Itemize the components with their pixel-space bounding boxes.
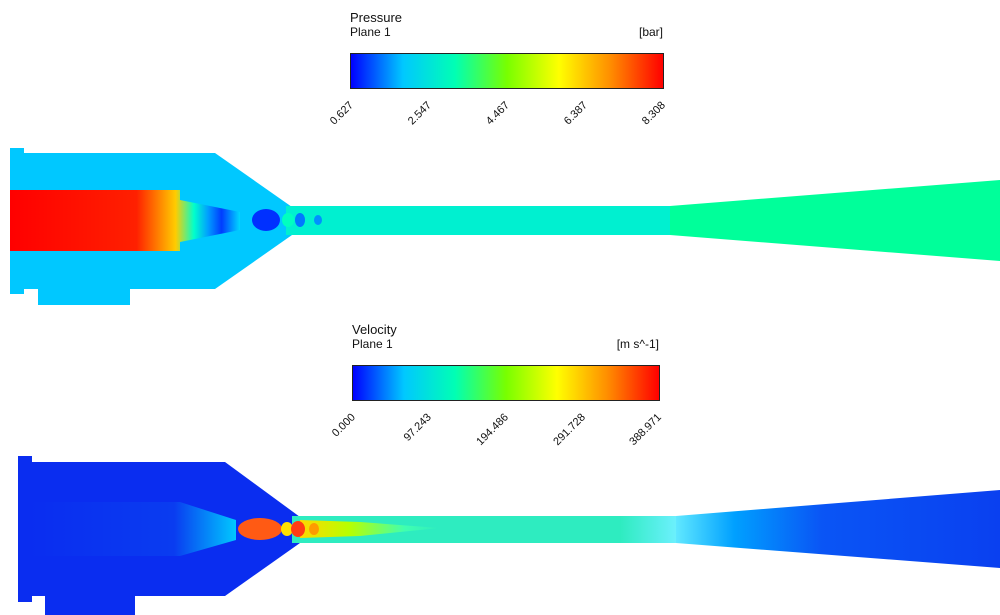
throat [286, 206, 672, 235]
legend-variable: Velocity [352, 322, 397, 337]
colorbar [352, 365, 660, 401]
legend-location: Plane 1 [350, 25, 391, 39]
colorbar-tick: 291.728 [551, 411, 588, 449]
velocity-contour [18, 456, 1000, 615]
expansion-cell [291, 521, 305, 537]
colorbar-tick: 0.627 [327, 99, 356, 128]
expansion-cell [281, 522, 293, 536]
supersonic-jet [300, 520, 440, 538]
expansion-cell [252, 209, 280, 231]
colorbar-tick: 388.971 [627, 411, 664, 449]
suction-port [45, 596, 135, 615]
velocity-geometry [18, 456, 1000, 615]
colorbar-tick: 2.547 [405, 99, 434, 128]
pressure-contour [10, 148, 1000, 305]
expansion-cell [295, 213, 305, 227]
legend-unit: [bar] [638, 25, 663, 39]
colorbar-tick: 4.467 [483, 99, 512, 128]
legend-unit: [m s^-1] [616, 337, 659, 351]
expansion-cell [238, 518, 282, 540]
colorbar-tick: 0.000 [329, 411, 358, 440]
expansion-cell [309, 523, 319, 535]
primary-nozzle-region [30, 502, 236, 556]
velocity-legend: Velocity Plane 1 [m s^-1] 0.000 97.243 1… [330, 322, 672, 449]
suction-port [38, 289, 130, 305]
colorbar [350, 53, 664, 89]
expansion-cell [314, 215, 322, 225]
colorbar-tick: 194.486 [474, 411, 511, 449]
diffuser [670, 180, 1000, 261]
pressure-legend: Pressure Plane 1 [bar] 0.627 2.547 4.467… [328, 10, 670, 128]
legend-variable: Pressure [350, 10, 403, 25]
diffuser [676, 490, 1000, 568]
expansion-cell [282, 213, 294, 227]
colorbar-tick: 6.387 [561, 99, 590, 128]
pressure-geometry [10, 148, 1000, 305]
high-pressure-core [10, 190, 240, 251]
colorbar-tick: 8.308 [639, 99, 668, 128]
legend-location: Plane 1 [352, 337, 393, 351]
colorbar-tick: 97.243 [401, 411, 434, 444]
